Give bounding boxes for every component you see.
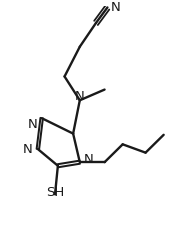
Text: N: N — [23, 143, 32, 156]
Text: N: N — [28, 118, 38, 131]
Text: N: N — [75, 90, 85, 103]
Text: N: N — [111, 1, 121, 14]
Text: N: N — [84, 153, 93, 166]
Text: SH: SH — [46, 186, 64, 199]
